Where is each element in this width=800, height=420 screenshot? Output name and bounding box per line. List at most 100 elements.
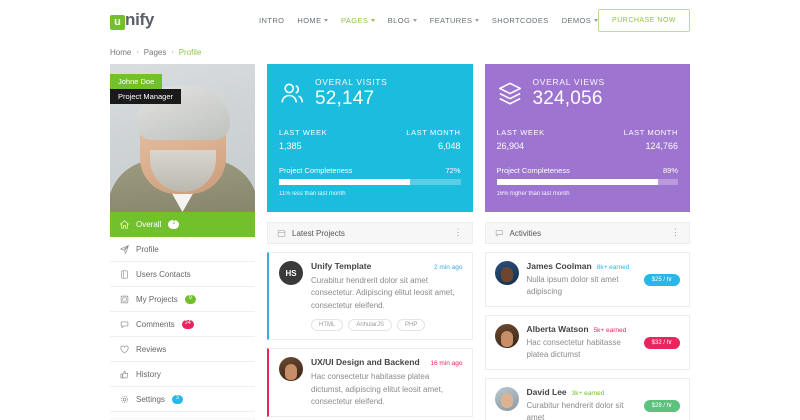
chevron-down-icon bbox=[370, 18, 375, 22]
progress-label: Project Completeness bbox=[496, 166, 570, 175]
breadcrumb-current: Profile bbox=[178, 47, 202, 57]
sidebar-item-comments[interactable]: Comments 24 bbox=[110, 312, 255, 337]
progress-note: 16% higher than last month bbox=[496, 191, 570, 197]
sidebar-badge: 24 bbox=[181, 319, 194, 329]
activity-name: Alberta Watson bbox=[526, 324, 589, 334]
sidebar-item-profile[interactable]: Profile bbox=[110, 237, 255, 262]
activity-card[interactable]: James Coolman 8k+ earned Nulla ipsum dol… bbox=[484, 252, 690, 307]
logo-mark-icon: u bbox=[110, 15, 125, 30]
nav-item-home[interactable]: HOME bbox=[297, 16, 328, 25]
panel-menu-icon[interactable]: ⋮ bbox=[671, 227, 680, 238]
panel-menu-icon[interactable]: ⋮ bbox=[453, 227, 463, 238]
stat-last-week: LAST WEEK 1,385 bbox=[279, 128, 327, 151]
sidebar-badge: 2 bbox=[168, 219, 180, 229]
stat-head-text: OVERAL VIEWS 324,056 bbox=[533, 77, 605, 110]
breadcrumb-home[interactable]: Home bbox=[110, 47, 132, 57]
purchase-now-button[interactable]: PURCHASE NOW bbox=[598, 8, 690, 32]
activity-description: Curabitur hendrerit dolor sit amet bbox=[526, 401, 624, 420]
stat-last-week-label: LAST WEEK bbox=[279, 128, 328, 137]
sidebar-item-label: Overall bbox=[136, 219, 162, 229]
activity-header: David Lee 3k+ earned bbox=[527, 387, 636, 397]
stat-last-month-value: 6,048 bbox=[437, 141, 461, 151]
project-header: UX/UI Design and Backend 16 min ago bbox=[311, 357, 463, 367]
project-header: Unify Template 2 min ago bbox=[311, 261, 463, 271]
progress-fill bbox=[279, 179, 410, 185]
project-tag[interactable]: HTML bbox=[311, 319, 344, 332]
stats-row: OVERAL VISITS 52,147 LAST WEEK 1,385 LAS… bbox=[267, 64, 690, 212]
stat-header: OVERAL VIEWS 324,056 bbox=[497, 77, 679, 110]
chevron-down-icon bbox=[474, 18, 479, 22]
activities-icon bbox=[495, 229, 503, 236]
stat-card-overal-views: OVERAL VIEWS 324,056 LAST WEEK 26,904 LA… bbox=[484, 64, 690, 212]
activity-card[interactable]: David Lee 3k+ earned Curabitur hendrerit… bbox=[484, 378, 690, 420]
right-column: OVERAL VISITS 52,147 LAST WEEK 1,385 LAS… bbox=[267, 64, 690, 420]
nav-label: HOME bbox=[297, 15, 322, 25]
nav-item-blog[interactable]: BLOG bbox=[388, 16, 417, 25]
project-timestamp: 16 min ago bbox=[430, 360, 463, 368]
heart-icon bbox=[120, 345, 129, 353]
nav-item-demos[interactable]: DEMOS bbox=[562, 16, 598, 25]
sidebar-item-users-contacts[interactable]: Users Contacts bbox=[110, 262, 255, 287]
avatar bbox=[494, 387, 519, 411]
nav-label: DEMOS bbox=[561, 15, 592, 25]
sidebar-item-history[interactable]: History bbox=[110, 362, 255, 387]
stat-subrow: LAST WEEK 26,904 LAST MONTH 124,766 bbox=[497, 128, 679, 151]
activity-header: Alberta Watson 5k+ earned bbox=[527, 324, 636, 334]
activity-name: James Coolman bbox=[526, 261, 592, 271]
logo-text: nify bbox=[125, 10, 155, 29]
profile-name: Johne Doe bbox=[110, 74, 163, 89]
layers-icon bbox=[498, 82, 521, 105]
avatar: HS bbox=[279, 261, 303, 285]
project-card[interactable]: HS Unify Template 2 min ago Curabitur he… bbox=[267, 252, 473, 341]
project-name: Unify Template bbox=[311, 261, 372, 271]
activity-card[interactable]: Alberta Watson 5k+ earned Hac consectetu… bbox=[484, 315, 690, 370]
activity-earned: 5k+ earned bbox=[593, 327, 627, 334]
nav-label: PAGES bbox=[340, 15, 369, 25]
nav-item-features[interactable]: FEATURES bbox=[430, 16, 479, 25]
nav-item-intro[interactable]: INTRO bbox=[259, 16, 284, 25]
stat-card-overal-visits: OVERAL VISITS 52,147 LAST WEEK 1,385 LAS… bbox=[267, 64, 473, 212]
project-tag[interactable]: PHP bbox=[397, 319, 426, 332]
nav-item-pages[interactable]: PAGES bbox=[341, 16, 375, 25]
sidebar-item-reviews[interactable]: Reviews bbox=[110, 337, 255, 362]
panel-title: Activities bbox=[509, 228, 542, 238]
stat-subrow: LAST WEEK 1,385 LAST MONTH 6,048 bbox=[279, 128, 461, 151]
nav-label: SHORTCODES bbox=[491, 15, 549, 25]
breadcrumb-pages[interactable]: Pages bbox=[143, 47, 167, 57]
activity-header: James Coolman 8k+ earned bbox=[527, 261, 636, 271]
stat-last-week-label: LAST WEEK bbox=[496, 128, 545, 137]
sidebar-badge: 9 bbox=[184, 294, 196, 304]
profile-card: Johne Doe Project Manager Overall 2 Prof… bbox=[110, 64, 255, 412]
stat-title: OVERAL VISITS bbox=[315, 77, 388, 87]
activity-body: Alberta Watson 5k+ earned Hac consectetu… bbox=[527, 324, 636, 361]
panels-row: Latest Projects ⋮ HS Unify Template 2 mi… bbox=[267, 222, 690, 420]
sidebar-item-settings[interactable]: Settings 3 bbox=[110, 387, 255, 412]
project-tag[interactable]: AnhularJS bbox=[348, 319, 393, 332]
sidebar-item-my-projects[interactable]: My Projects 9 bbox=[110, 287, 255, 312]
sidebar-item-label: History bbox=[136, 369, 161, 379]
book-icon bbox=[121, 270, 128, 278]
activity-rate-badge: $25 / hr bbox=[643, 273, 680, 286]
activity-rate-badge: $28 / hr bbox=[643, 399, 680, 412]
gear-icon bbox=[121, 395, 128, 403]
progress-fill bbox=[496, 179, 659, 185]
project-body: UX/UI Design and Backend 16 min ago Hac … bbox=[311, 357, 463, 408]
progress-row: Project Completeness 72% bbox=[279, 166, 461, 175]
users-icon bbox=[281, 83, 304, 102]
sidebar-item-label: My Projects bbox=[136, 294, 178, 304]
sidebar-item-label: Users Contacts bbox=[136, 269, 191, 279]
sidebar-item-overall[interactable]: Overall 2 bbox=[110, 212, 255, 237]
sidebar-item-label: Reviews bbox=[136, 344, 167, 354]
project-card[interactable]: UX/UI Design and Backend 16 min ago Hac … bbox=[267, 348, 473, 418]
project-timestamp: 2 min ago bbox=[433, 264, 463, 271]
progress-note: 11% less than last month bbox=[279, 191, 346, 197]
site-logo[interactable]: u nify bbox=[110, 10, 154, 30]
sidebar-item-label: Comments bbox=[136, 319, 175, 329]
chevron-down-icon bbox=[412, 18, 417, 22]
next-panel-partial bbox=[110, 418, 255, 420]
activity-body: James Coolman 8k+ earned Nulla ipsum dol… bbox=[527, 261, 636, 298]
project-description: Hac consectetur habitasse platea dictums… bbox=[311, 372, 444, 406]
site-header: u nify INTRO HOME PAGES BLOG FEATURES bbox=[0, 0, 800, 40]
nav-item-shortcodes[interactable]: SHORTCODES bbox=[492, 16, 549, 25]
